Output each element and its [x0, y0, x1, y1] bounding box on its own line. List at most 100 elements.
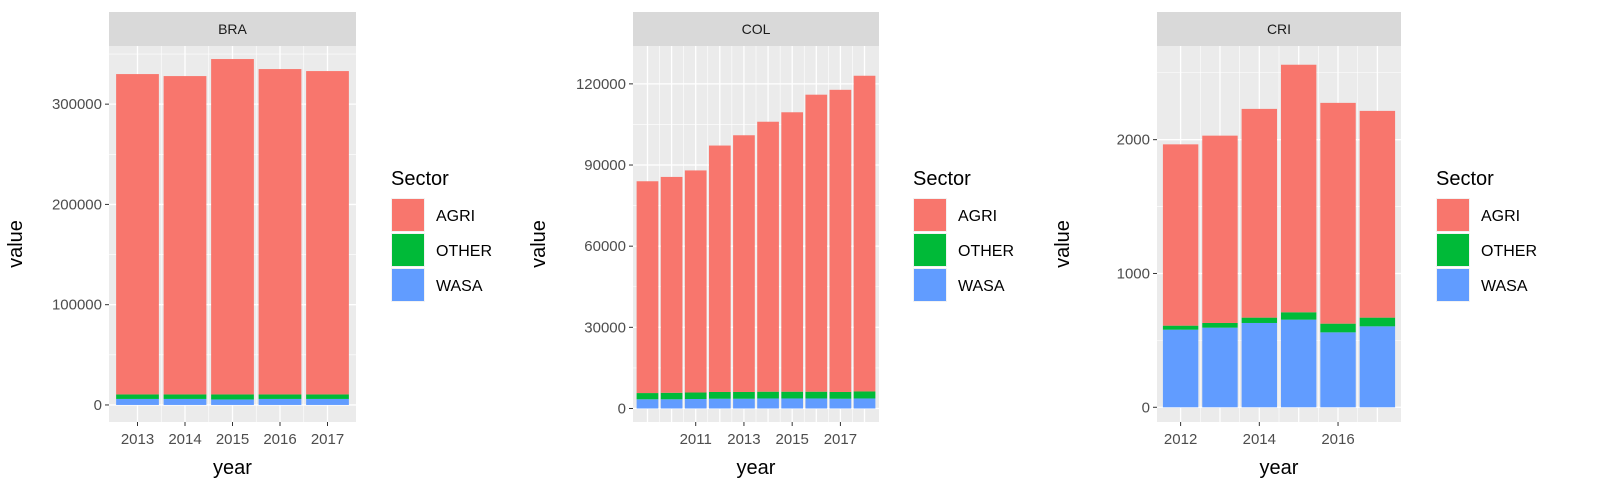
bar-agri-2012: [1162, 144, 1199, 326]
bar-wasa-2017: [829, 398, 852, 409]
bar-other-2015: [781, 391, 804, 399]
bar-agri-2017: [306, 71, 349, 395]
y-tick-label: 60000: [584, 238, 626, 255]
y-tick-label: 120000: [576, 76, 626, 93]
bar-agri-2010: [660, 176, 683, 393]
bar-wasa-2015: [211, 399, 254, 405]
bar-wasa-2014: [757, 398, 779, 409]
bar-wasa-2016: [805, 398, 828, 409]
x-tick-label: 2017: [311, 431, 344, 448]
x-tick-label: 2015: [775, 431, 808, 448]
x-tick-label: 2012: [1164, 431, 1197, 448]
bar-agri-2016: [805, 94, 828, 392]
bar-other-2015: [1280, 312, 1317, 320]
bar-agri-2015: [1280, 64, 1317, 313]
legend-key-agri: [392, 199, 424, 231]
legend-key-wasa: [914, 269, 946, 301]
bar-agri-2012: [708, 145, 731, 392]
y-tick-label: 0: [94, 397, 102, 414]
bar-agri-2015: [211, 59, 254, 395]
y-tick-label: 90000: [584, 157, 626, 174]
y-axis-title: value: [528, 220, 550, 268]
bar-other-2017: [306, 394, 349, 399]
y-tick-label: 30000: [584, 319, 626, 336]
bar-other-2018: [853, 391, 876, 399]
legend-label-agri: AGRI: [958, 208, 997, 225]
bar-other-2013: [733, 391, 755, 399]
bar-other-2013: [1202, 322, 1238, 328]
legend-label-wasa: WASA: [436, 278, 483, 295]
legend-key-agri: [1437, 199, 1469, 231]
bar-other-2014: [163, 394, 207, 399]
x-tick-label: 2016: [263, 431, 296, 448]
y-tick-label: 0: [1142, 399, 1150, 416]
bar-other-2013: [116, 394, 159, 399]
y-tick-label: 0: [618, 400, 626, 417]
legend-label-wasa: WASA: [958, 278, 1005, 295]
x-tick-label: 2014: [168, 431, 201, 448]
y-tick-label: 1000: [1117, 265, 1150, 282]
x-tick-label: 2014: [1243, 431, 1276, 448]
x-tick-label: 2016: [1321, 431, 1354, 448]
bar-agri-2017: [1359, 110, 1396, 318]
x-tick-label: 2013: [727, 431, 760, 448]
y-axis-title: value: [5, 220, 27, 268]
bar-wasa-2017: [1359, 326, 1396, 408]
x-axis-title: year: [213, 457, 252, 479]
bar-agri-2013: [733, 135, 755, 392]
y-tick-label: 100000: [52, 297, 102, 314]
legend-label-agri: AGRI: [1481, 208, 1520, 225]
bar-wasa-2016: [1320, 332, 1356, 408]
bar-agri-2016: [1320, 102, 1356, 324]
bar-other-2015: [211, 394, 254, 400]
facet-strip-label: CRI: [1267, 21, 1291, 37]
bar-wasa-2013: [116, 398, 159, 405]
bar-wasa-2013: [1202, 327, 1238, 408]
bar-other-2014: [1241, 317, 1278, 323]
bar-other-2016: [1320, 323, 1356, 333]
facet-strip: [109, 12, 356, 46]
bar-other-2012: [708, 391, 731, 399]
facet-strip-label: BRA: [218, 21, 247, 37]
bar-wasa-2013: [733, 398, 755, 409]
bar-agri-2014: [1241, 108, 1278, 318]
legend-label-other: OTHER: [436, 243, 492, 260]
facet-panel-cri: CRI 0 1000 2000 2012 2014 2016 year value Sector A…: [1052, 12, 1537, 479]
bar-other-2010: [660, 392, 683, 400]
bar-agri-2015: [781, 112, 804, 392]
bar-other-2017: [829, 391, 852, 399]
y-tick-label: 200000: [52, 196, 102, 213]
bar-agri-2018: [853, 75, 876, 392]
legend-key-wasa: [1437, 269, 1469, 301]
bar-wasa-2012: [1162, 329, 1199, 408]
facet-panel-bra: BRA 0 100000 200000 300000 2013 2014 2015 2016 20…: [5, 12, 492, 479]
bar-other-2017: [1359, 317, 1396, 327]
bar-other-2016: [258, 394, 302, 399]
x-tick-label: 2011: [680, 431, 712, 448]
bar-wasa-2016: [258, 398, 302, 405]
bar-agri-2014: [757, 121, 779, 392]
legend-label-other: OTHER: [958, 243, 1014, 260]
x-axis-title: year: [737, 457, 776, 479]
bar-other-2014: [757, 391, 779, 399]
bar-other-2012: [1162, 325, 1199, 330]
bar-other-2009: [636, 393, 659, 400]
y-tick-label: 300000: [52, 96, 102, 113]
facet-strip-label: COL: [742, 21, 771, 37]
legend-key-agri: [914, 199, 946, 231]
x-tick-label: 2017: [824, 431, 857, 448]
legend-title: Sector: [1436, 168, 1494, 190]
bar-wasa-2014: [163, 398, 207, 405]
bar-agri-2011: [684, 170, 707, 393]
legend-key-other: [914, 234, 946, 266]
legend-label-agri: AGRI: [436, 208, 475, 225]
legend-label-wasa: WASA: [1481, 278, 1528, 295]
bar-agri-2014: [163, 76, 207, 395]
bar-agri-2013: [116, 74, 159, 395]
legend-key-wasa: [392, 269, 424, 301]
x-axis-title: year: [1260, 457, 1299, 479]
legend-key-other: [1437, 234, 1469, 266]
bar-other-2011: [684, 392, 707, 400]
